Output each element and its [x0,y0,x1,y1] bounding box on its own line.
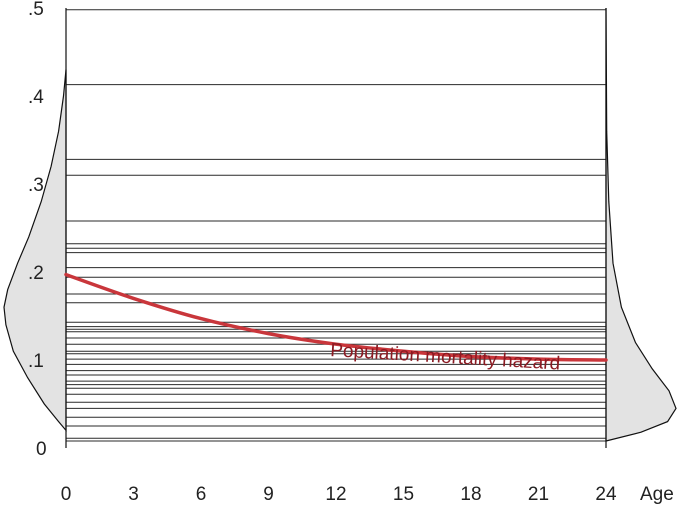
x-axis-ticks: 0 3 6 9 12 15 18 21 24 [61,484,617,505]
series-label-population-mortality-hazard: Population mortality hazard [330,340,561,375]
y-tick-label: 0 [36,439,47,460]
population-hazard-line [64,272,608,362]
y-tick-label: .4 [28,87,44,108]
y-tick-label: .5 [28,0,44,20]
x-tick-label: 6 [196,484,207,505]
y-tick-label: .2 [28,263,44,284]
y-axis-ticks: 0 .1 .2 .3 .4 .5 [28,0,47,460]
y-tick-label: .3 [28,175,44,196]
x-tick-label: 18 [460,484,481,505]
x-tick-label: 9 [263,484,274,505]
x-tick-label: 0 [61,484,72,505]
initial-frailty-distribution-layer [3,69,67,433]
x-tick-label: 21 [528,484,549,505]
x-tick-label: 15 [393,484,414,505]
x-tick-label: 12 [325,484,346,505]
x-axis-label: Age [640,484,674,505]
final-distribution-shape [605,7,677,442]
final-frailty-distribution-layer [605,7,677,442]
x-tick-label: 24 [595,484,617,505]
individual-hazard-lines [66,9,606,442]
y-tick-label: .1 [28,351,44,372]
initial-distribution-shape [3,69,67,433]
x-tick-label: 3 [128,484,139,505]
population-hazard-series [64,272,608,362]
